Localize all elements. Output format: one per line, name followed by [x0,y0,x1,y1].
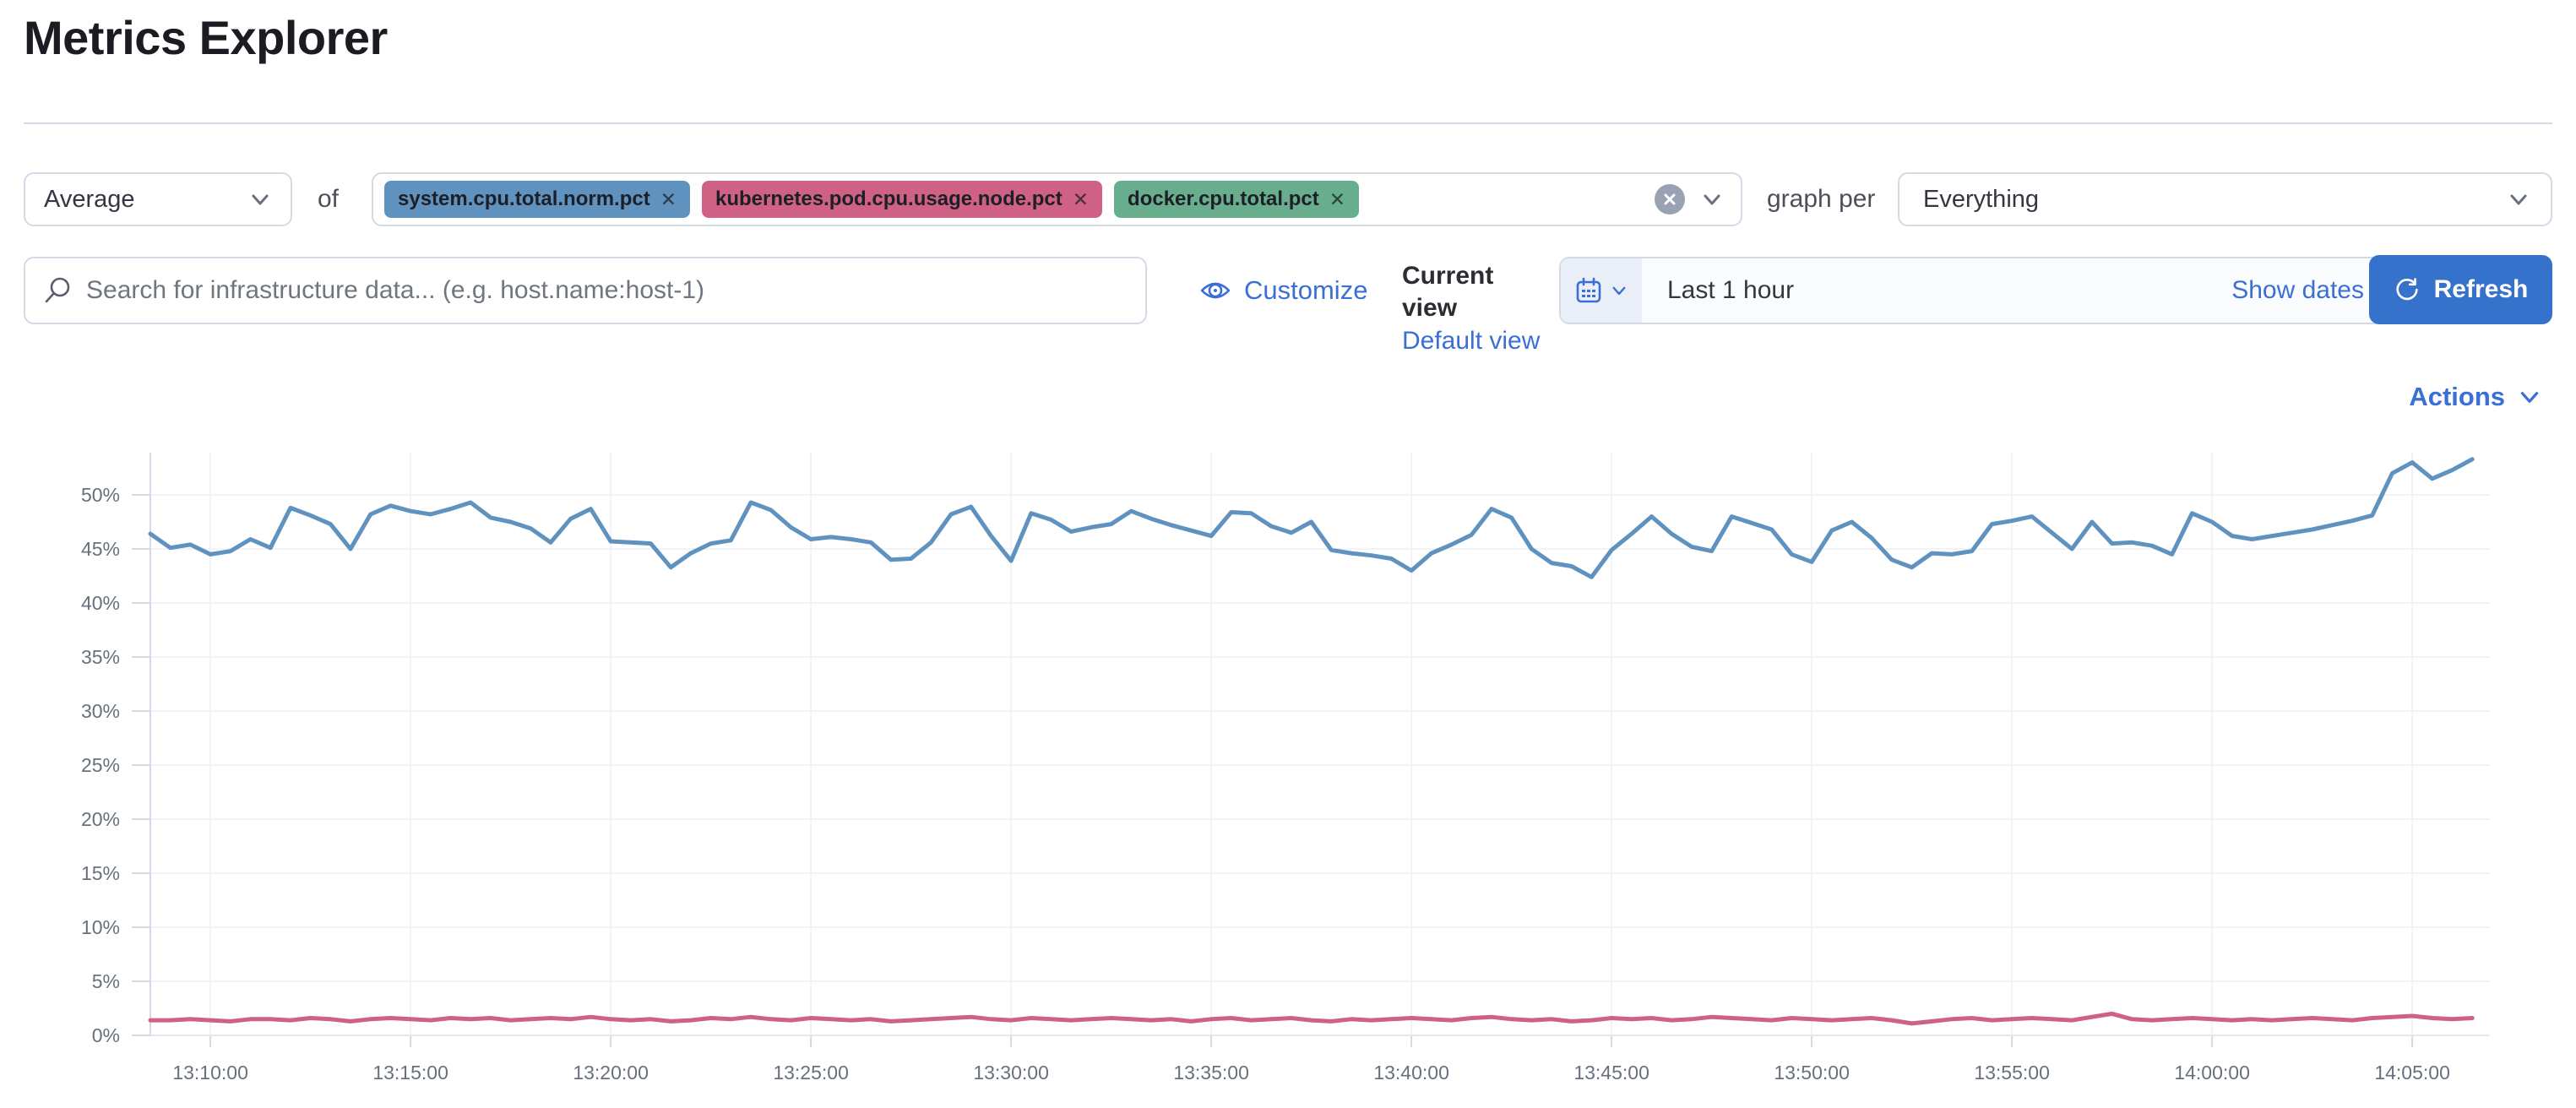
svg-text:13:15:00: 13:15:00 [372,1062,448,1084]
svg-text:0%: 0% [92,1024,120,1046]
calendar-icon [1576,277,1601,303]
remove-metric-icon[interactable]: ✕ [1329,187,1346,210]
svg-text:13:55:00: 13:55:00 [1974,1062,2050,1084]
svg-text:13:20:00: 13:20:00 [573,1062,649,1084]
customize-label: Customize [1244,275,1368,305]
svg-text:20%: 20% [81,808,120,830]
quick-select-button[interactable] [1561,258,1642,323]
svg-text:13:10:00: 13:10:00 [172,1062,248,1084]
chevron-down-icon [252,194,269,205]
svg-text:50%: 50% [81,484,120,506]
date-picker: Last 1 hour Show dates [1559,257,2388,324]
metrics-line-chart[interactable]: 13:10:00 13:15:00 13:20:00 13:25:00 13:30:00… [0,439,2576,1108]
eye-icon [1200,282,1231,299]
search-icon [45,277,70,303]
graph-per-label: graph per [1767,185,1876,213]
default-view-link[interactable]: Default view [1402,327,1541,355]
svg-text:40%: 40% [81,592,120,614]
remove-metric-icon[interactable]: ✕ [1072,187,1090,210]
svg-text:13:50:00: 13:50:00 [1774,1062,1850,1084]
metric-combobox[interactable]: system.cpu.total.norm.pct ✕ kubernetes.p… [372,172,1742,226]
time-range-value[interactable]: Last 1 hour [1667,276,1795,304]
refresh-icon [2396,278,2418,301]
aggregation-select[interactable]: Average [24,172,292,226]
svg-text:13:35:00: 13:35:00 [1173,1062,1249,1084]
metric-tag-row: system.cpu.total.norm.pct ✕ kubernetes.p… [384,181,1655,218]
customize-button[interactable]: Customize [1199,257,1367,324]
svg-text:45%: 45% [81,538,120,560]
metric-tag-label: docker.cpu.total.pct [1128,187,1319,210]
header-divider [24,122,2552,124]
page-title: Metrics Explorer [24,11,388,64]
svg-text:13:30:00: 13:30:00 [973,1062,1049,1084]
svg-text:30%: 30% [81,700,120,722]
of-label: of [318,185,340,213]
refresh-button[interactable]: Refresh [2369,255,2552,324]
svg-text:13:45:00: 13:45:00 [1573,1062,1649,1084]
view-toggle: Current view Default view [1402,260,1546,358]
current-view-label: Current view [1402,262,1494,322]
actions-menu-button[interactable]: Actions [2409,382,2542,412]
chevron-down-icon [2520,392,2539,403]
svg-text:15%: 15% [81,862,120,884]
chevron-down-icon [2510,194,2527,205]
svg-text:13:40:00: 13:40:00 [1373,1062,1449,1084]
search-input-wrapper [24,257,1147,324]
chevron-down-icon[interactable] [1700,187,1724,211]
show-dates-link[interactable]: Show dates [2231,276,2364,304]
group-by-select[interactable]: Everything [1898,172,2552,226]
metric-tag[interactable]: kubernetes.pod.cpu.usage.node.pct ✕ [702,181,1103,218]
actions-label: Actions [2409,382,2505,411]
remove-metric-icon[interactable]: ✕ [660,187,677,210]
svg-text:13:25:00: 13:25:00 [773,1062,849,1084]
metric-tag-label: system.cpu.total.norm.pct [398,187,650,210]
clear-all-icon[interactable] [1655,184,1685,215]
metric-tag-label: kubernetes.pod.cpu.usage.node.pct [715,187,1062,210]
group-by-value: Everything [1923,185,2040,213]
chart-canvas[interactable]: 13:10:00 13:15:00 13:20:00 13:25:00 13:30:00… [0,439,2576,1108]
search-input[interactable] [86,276,1128,305]
svg-text:14:00:00: 14:00:00 [2174,1062,2250,1084]
metric-tag[interactable]: system.cpu.total.norm.pct ✕ [384,181,691,218]
aggregation-value: Average [44,185,135,213]
svg-text:25%: 25% [81,754,120,776]
chevron-down-icon [1612,286,1626,296]
refresh-label: Refresh [2433,275,2529,303]
svg-text:14:05:00: 14:05:00 [2374,1062,2450,1084]
svg-text:35%: 35% [81,646,120,668]
svg-text:10%: 10% [81,916,120,938]
svg-text:5%: 5% [92,970,120,992]
metric-tag[interactable]: docker.cpu.total.pct ✕ [1114,181,1360,218]
